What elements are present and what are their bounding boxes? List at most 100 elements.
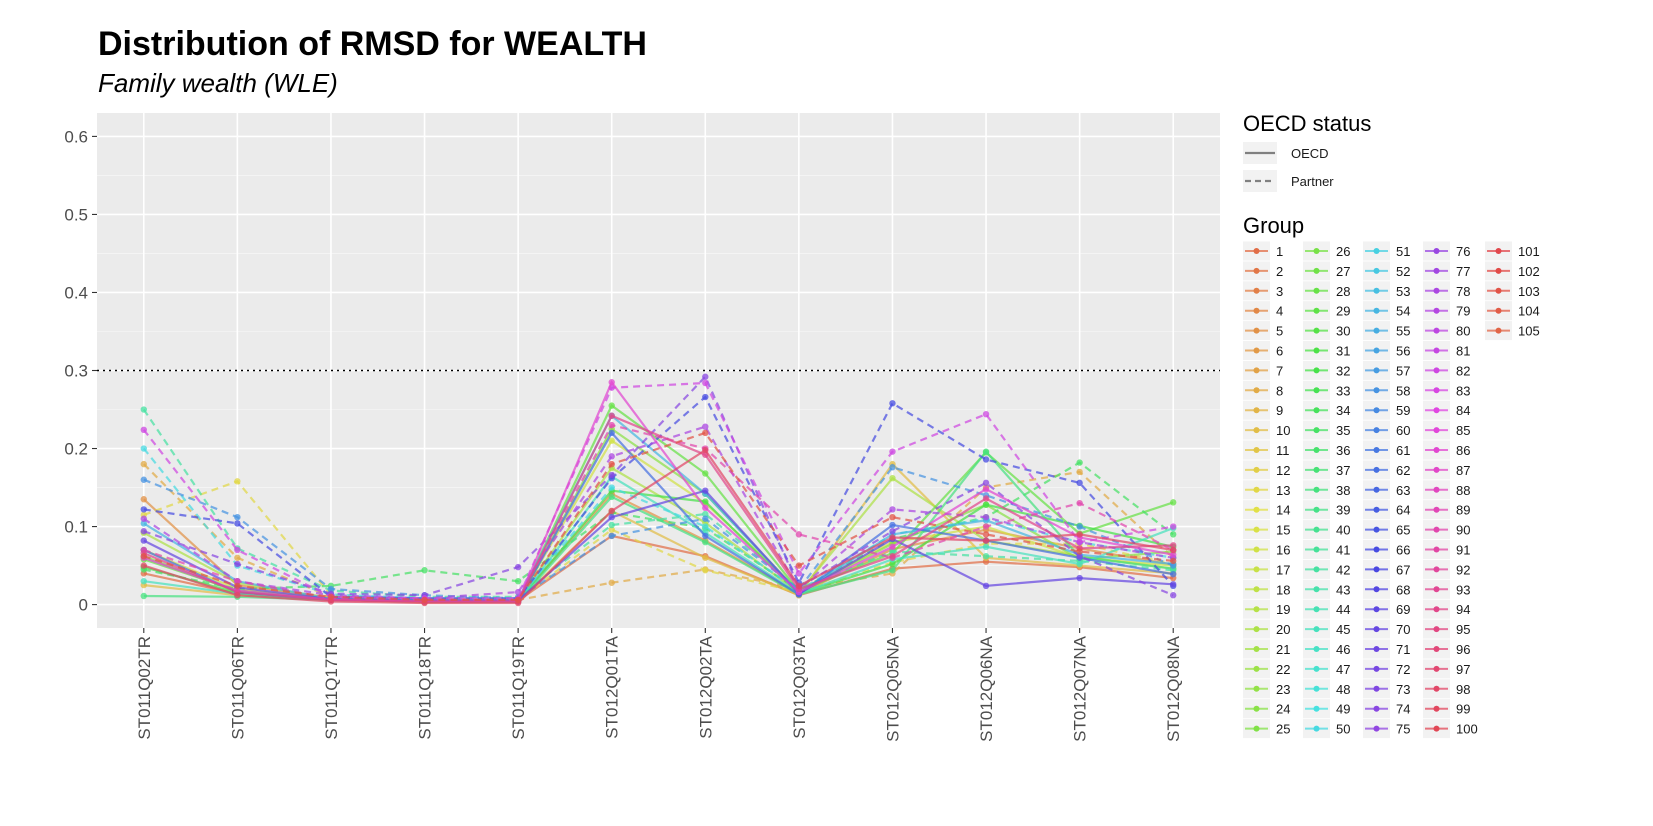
legend-key-point xyxy=(1433,606,1440,613)
legend-label-group: 102 xyxy=(1518,264,1540,279)
data-point xyxy=(702,538,709,546)
legend-key-point xyxy=(1253,347,1260,354)
legend-label-group: 46 xyxy=(1336,642,1350,657)
legend-label-group: 34 xyxy=(1336,403,1350,418)
legend-key-point xyxy=(1373,526,1380,533)
legend-key-point xyxy=(1373,367,1380,374)
data-point xyxy=(889,567,896,574)
data-point xyxy=(982,553,990,560)
legend-label-group: 45 xyxy=(1336,622,1350,637)
legend-label-group: 51 xyxy=(1396,244,1410,259)
data-point xyxy=(982,523,990,530)
legend-label-group: 30 xyxy=(1336,324,1350,339)
legend-label-group: 29 xyxy=(1336,304,1350,319)
x-tick-label: ST012Q05NA xyxy=(883,635,902,741)
legend-key-point xyxy=(1433,327,1440,334)
data-point xyxy=(234,554,241,561)
series-group-98 xyxy=(140,446,1177,607)
legend-label-group: 56 xyxy=(1396,344,1410,359)
data-point xyxy=(1170,562,1177,569)
data-point xyxy=(982,582,990,590)
data-point xyxy=(889,400,896,407)
legend-label-group: 42 xyxy=(1336,562,1350,577)
legend-key-point xyxy=(1253,626,1260,633)
data-point xyxy=(702,515,709,522)
legend-key-point xyxy=(1253,665,1260,672)
data-point xyxy=(702,567,709,574)
legend-label-group: 53 xyxy=(1396,284,1410,299)
legend-label-group: 80 xyxy=(1456,324,1470,339)
series-line xyxy=(142,381,1174,600)
series-line xyxy=(143,431,1174,602)
legend-label-group: 37 xyxy=(1336,463,1350,478)
legend-label-group: 66 xyxy=(1396,543,1410,558)
data-point xyxy=(140,528,147,535)
legend-label-group: 71 xyxy=(1396,642,1410,657)
data-point xyxy=(982,410,990,418)
legend-label-group: 84 xyxy=(1456,403,1470,418)
data-point xyxy=(234,546,241,554)
data-point xyxy=(514,563,522,571)
legend-label-group: 100 xyxy=(1456,722,1478,737)
legend-label-group: 44 xyxy=(1336,602,1350,617)
legend-key-point xyxy=(1253,327,1260,334)
x-tick-label: ST011Q02TR xyxy=(135,636,154,740)
legend-key-point xyxy=(1373,685,1380,692)
data-point xyxy=(889,513,896,521)
legend-key-point xyxy=(1433,586,1440,593)
legend-label-group: 93 xyxy=(1456,582,1470,597)
x-tick-label: ST011Q19TR xyxy=(509,636,528,740)
legend-label-group: 33 xyxy=(1336,383,1350,398)
data-point xyxy=(608,579,615,586)
legend-key-point xyxy=(1495,327,1502,334)
legend-label-group: 95 xyxy=(1456,622,1470,637)
legend-key-point xyxy=(1253,486,1260,493)
y-tick-label: 0.5 xyxy=(64,205,88,224)
legend-label-group: 103 xyxy=(1518,284,1540,299)
legend-label-group: 43 xyxy=(1336,582,1350,597)
data-point xyxy=(982,537,990,544)
data-point xyxy=(1170,570,1177,578)
legend-key-point xyxy=(1313,307,1320,314)
legend-key-point xyxy=(1495,307,1502,314)
data-point xyxy=(140,520,147,527)
series-line xyxy=(143,448,1174,605)
x-tick-label: ST012Q02TA xyxy=(696,635,715,738)
legend-key-point xyxy=(1253,546,1260,553)
legend-label-oecd: OECD xyxy=(1291,146,1329,161)
data-point xyxy=(702,379,709,387)
data-point xyxy=(702,532,709,540)
legend-label-group: 105 xyxy=(1518,324,1540,339)
legend-label-group: 48 xyxy=(1336,682,1350,697)
legend-label-group: 15 xyxy=(1276,523,1290,538)
legend-key-point xyxy=(1253,407,1260,414)
legend-key-point xyxy=(1313,466,1320,473)
legend-key-point xyxy=(1253,586,1260,593)
x-tick-label: ST011Q18TR xyxy=(416,636,435,740)
legend-label-group: 75 xyxy=(1396,722,1410,737)
data-point xyxy=(608,379,615,386)
data-point xyxy=(1076,459,1083,466)
data-point xyxy=(514,596,522,604)
legend-key-point xyxy=(1313,725,1320,732)
chart-subtitle: Family wealth (WLE) xyxy=(98,68,338,98)
data-point xyxy=(889,448,896,455)
series-line xyxy=(143,374,1174,597)
legend-label-group: 86 xyxy=(1456,443,1470,458)
legend-key-point xyxy=(1313,347,1320,354)
data-point xyxy=(982,531,990,538)
data-point xyxy=(1170,581,1177,588)
legend-label-group: 78 xyxy=(1456,284,1470,299)
legend-label-group: 61 xyxy=(1396,443,1410,458)
data-point xyxy=(982,479,990,487)
legend-key-point xyxy=(1253,427,1260,434)
legend-label-group: 96 xyxy=(1456,642,1470,657)
legend-key-point xyxy=(1433,307,1440,314)
data-point xyxy=(421,596,428,604)
legend-label-group: 47 xyxy=(1336,662,1350,677)
data-point xyxy=(889,553,896,560)
x-tick-label: ST012Q06NA xyxy=(977,635,996,741)
legend-key-point xyxy=(1433,546,1440,553)
data-point xyxy=(140,496,147,503)
legend-key-point xyxy=(1373,387,1380,394)
